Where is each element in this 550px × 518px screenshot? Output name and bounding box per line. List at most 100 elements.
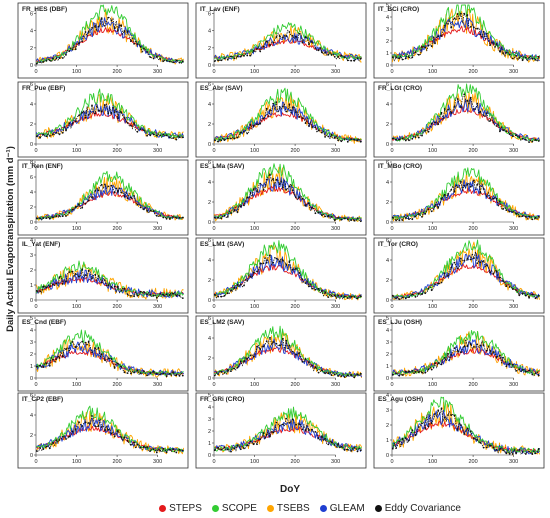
- eddy-covariance-point: [246, 132, 249, 135]
- eddy-covariance-point: [181, 449, 184, 452]
- panel-es-lma-sav: 0 2 4 6 0 100 200 300 ES_LMa (SAV): [195, 159, 367, 236]
- eddy-covariance-point: [411, 429, 414, 432]
- eddy-covariance-point: [239, 205, 242, 208]
- series-scope: [214, 163, 362, 221]
- eddy-covariance-point: [414, 136, 417, 139]
- eddy-covariance-point: [311, 428, 313, 431]
- eddy-covariance-point: [437, 362, 440, 364]
- eddy-covariance-point: [356, 57, 359, 59]
- eddy-covariance-point: [486, 195, 488, 198]
- eddy-covariance-point: [304, 282, 307, 284]
- eddy-covariance-point: [466, 183, 469, 186]
- eddy-covariance-point: [443, 193, 446, 196]
- eddy-covariance-point: [508, 286, 511, 288]
- eddy-covariance-point: [58, 276, 61, 278]
- eddy-covariance-point: [295, 353, 297, 356]
- eddy-covariance-point: [133, 295, 136, 298]
- eddy-covariance-point: [288, 31, 291, 33]
- eddy-covariance-point: [330, 54, 333, 56]
- eddy-covariance-point: [236, 366, 239, 369]
- eddy-covariance-point: [453, 261, 456, 264]
- eddy-covariance-point: [466, 427, 469, 430]
- panel-frame: [195, 237, 367, 314]
- x-tick-label: 200: [113, 226, 122, 232]
- eddy-covariance-point: [233, 286, 236, 289]
- eddy-covariance-point: [110, 357, 113, 360]
- eddy-covariance-point: [55, 131, 58, 134]
- eddy-covariance-point: [175, 138, 178, 141]
- panel-title: FR_LGt (CRO): [378, 85, 422, 92]
- eddy-covariance-point: [408, 439, 410, 442]
- eddy-covariance-point: [143, 370, 145, 372]
- x-tick-label: 0: [390, 226, 393, 232]
- eddy-covariance-point: [220, 370, 223, 373]
- x-tick-label: 300: [331, 382, 340, 388]
- eddy-covariance-point: [321, 435, 323, 437]
- eddy-covariance-point: [152, 210, 155, 213]
- eddy-covariance-point: [91, 415, 93, 417]
- eddy-covariance-point: [321, 290, 323, 292]
- eddy-covariance-point: [110, 432, 113, 435]
- eddy-covariance-point: [217, 446, 220, 449]
- eddy-covariance-point: [473, 108, 475, 110]
- eddy-covariance-point: [272, 261, 275, 264]
- eddy-covariance-point: [324, 215, 326, 218]
- eddy-covariance-point: [469, 96, 472, 99]
- y-tick-label: 0: [386, 298, 389, 304]
- eddy-covariance-point: [350, 296, 352, 298]
- eddy-covariance-point: [52, 57, 54, 60]
- eddy-covariance-point: [346, 59, 349, 62]
- y-tick-label: 0: [386, 376, 389, 382]
- eddy-covariance-point: [463, 345, 466, 348]
- eddy-covariance-point: [404, 437, 407, 439]
- eddy-covariance-point: [175, 217, 178, 219]
- eddy-covariance-point: [356, 450, 359, 453]
- eddy-covariance-point: [499, 50, 501, 53]
- eddy-covariance-point: [265, 107, 268, 110]
- eddy-covariance-point: [146, 293, 149, 295]
- y-tick-label: 0: [30, 453, 33, 459]
- x-tick-label: 200: [469, 226, 478, 232]
- eddy-covariance-point: [65, 54, 67, 56]
- eddy-covariance-point: [317, 211, 320, 214]
- eddy-covariance-point: [492, 121, 495, 124]
- eddy-covariance-point: [159, 57, 162, 60]
- eddy-covariance-point: [81, 340, 84, 343]
- eddy-covariance-point: [528, 450, 530, 453]
- y-tick-label: 4: [208, 102, 211, 108]
- eddy-covariance-point: [401, 58, 404, 61]
- series-scope: [36, 170, 184, 220]
- eddy-covariance-point: [55, 358, 58, 360]
- eddy-covariance-point: [78, 203, 80, 206]
- eddy-covariance-point: [486, 264, 488, 267]
- eddy-covariance-point: [427, 425, 430, 428]
- panel-il-yat-enf: 0 1 2 3 4 0 100 200 300 IL_Yat (ENF): [17, 237, 189, 314]
- eddy-covariance-point: [456, 429, 459, 431]
- eddy-covariance-point: [528, 296, 530, 299]
- eddy-covariance-point: [252, 271, 255, 274]
- eddy-covariance-point: [398, 298, 401, 301]
- eddy-covariance-point: [120, 24, 123, 27]
- panel-fr-lgt-cro: 0 2 4 6 0 100 200 300 FR_LGt (CRO): [373, 81, 545, 158]
- eddy-covariance-point: [61, 131, 64, 134]
- eddy-covariance-point: [71, 48, 74, 51]
- panel-title: IT_BCi (CRO): [378, 6, 419, 13]
- eddy-covariance-point: [404, 139, 407, 142]
- eddy-covariance-point: [285, 417, 288, 420]
- eddy-covariance-point: [65, 438, 67, 440]
- y-tick-label: 6: [386, 238, 389, 244]
- eddy-covariance-point: [35, 62, 38, 65]
- eddy-covariance-point: [172, 292, 175, 295]
- series-tsebs: [35, 264, 184, 300]
- eddy-covariance-point: [230, 137, 232, 140]
- eddy-covariance-point: [100, 353, 103, 356]
- y-tick-label: 2: [208, 356, 211, 362]
- eddy-covariance-point: [139, 128, 142, 131]
- eddy-covariance-point: [291, 350, 294, 353]
- eddy-covariance-point: [288, 344, 291, 347]
- eddy-covariance-point: [91, 351, 93, 354]
- y-tick-label: 3: [30, 340, 33, 346]
- eddy-covariance-point: [473, 26, 475, 29]
- x-tick-label: 200: [113, 69, 122, 75]
- eddy-covariance-point: [130, 372, 132, 375]
